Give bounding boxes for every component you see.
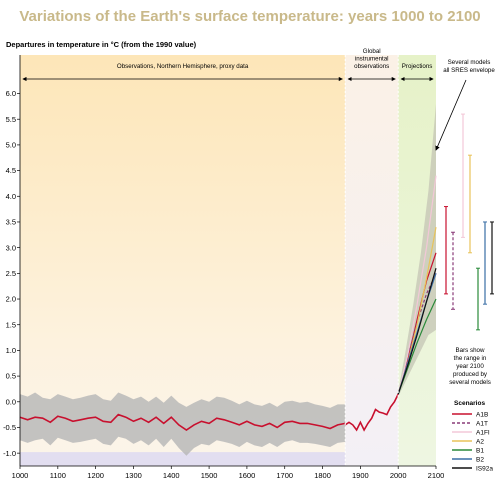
x-tick-label: 1300 — [125, 471, 142, 480]
y-tick-label: 0.0 — [6, 397, 16, 406]
region-background-0 — [20, 55, 346, 466]
legend-label-is92a: IS92a — [476, 466, 493, 473]
y-tick-label: 5.5 — [6, 115, 16, 124]
x-tick-label: 1600 — [239, 471, 256, 480]
y-tick-label: 6.0 — [6, 89, 16, 98]
legend-title: Scenarios — [454, 400, 485, 407]
region-label: Projections — [402, 63, 433, 70]
chart-title: Variations of the Earth's surface temper… — [19, 8, 481, 25]
proxy-lower-band — [20, 452, 346, 466]
y-axis-title: Departures in temperature in °C (from th… — [6, 40, 197, 49]
legend-label-a1fi: A1FI — [476, 430, 490, 437]
region-label: Observations, Northern Hemisphere, proxy… — [117, 63, 249, 70]
y-tick-label: 1.0 — [6, 346, 16, 355]
envelope-label: Several models — [448, 59, 491, 66]
bars-note: the range in — [454, 355, 487, 362]
x-tick-label: 2100 — [428, 471, 445, 480]
x-tick-label: 1700 — [276, 471, 293, 480]
region-label: instrumental — [355, 56, 389, 63]
x-tick-label: 1400 — [163, 471, 180, 480]
envelope-arrow — [435, 79, 467, 151]
y-tick-label: -0.5 — [3, 423, 16, 432]
legend-label-a1b: A1B — [476, 412, 488, 419]
scenario-line-is92a — [397, 268, 437, 395]
y-tick-label: 4.5 — [6, 166, 16, 175]
x-tick-label: 1800 — [314, 471, 331, 480]
bars-note: year 2100 — [456, 363, 484, 370]
y-tick-label: 3.5 — [6, 218, 16, 227]
y-tick-label: 1.5 — [6, 320, 16, 329]
bars-note: several models — [449, 379, 491, 386]
x-tick-label: 1000 — [12, 471, 29, 480]
sres-envelope — [398, 103, 436, 397]
y-tick-label: 5.0 — [6, 141, 16, 150]
x-tick-label: 1500 — [201, 471, 218, 480]
y-tick-label: 2.5 — [6, 269, 16, 278]
region-background-1 — [345, 55, 399, 466]
x-tick-label: 1900 — [352, 471, 369, 480]
y-tick-label: 3.0 — [6, 243, 16, 252]
y-tick-label: -1.0 — [3, 449, 16, 458]
envelope-label: all SRES envelope — [443, 67, 495, 74]
scenario-line-a1t — [397, 273, 437, 395]
bars-note: Bars show — [456, 347, 485, 354]
scenario-line-a1fi — [397, 175, 437, 395]
x-tick-label: 1200 — [87, 471, 104, 480]
y-tick-label: 2.0 — [6, 295, 16, 304]
region-label: observations — [354, 63, 389, 70]
legend-label-b1: B1 — [476, 448, 484, 455]
legend-label-b2: B2 — [476, 457, 484, 464]
region-label: Global — [363, 48, 381, 55]
y-tick-label: 4.0 — [6, 192, 16, 201]
proxy-uncertainty-band — [20, 392, 346, 456]
x-tick-label: 1100 — [50, 471, 66, 480]
legend-label-a2: A2 — [476, 439, 484, 446]
x-tick-label: 2000 — [390, 471, 407, 480]
bars-note: produced by — [453, 371, 488, 378]
instrumental-series-line — [344, 393, 399, 432]
proxy-series-line — [19, 413, 346, 431]
legend-label-a1t: A1T — [476, 421, 488, 428]
y-tick-label: 0.5 — [6, 372, 16, 381]
